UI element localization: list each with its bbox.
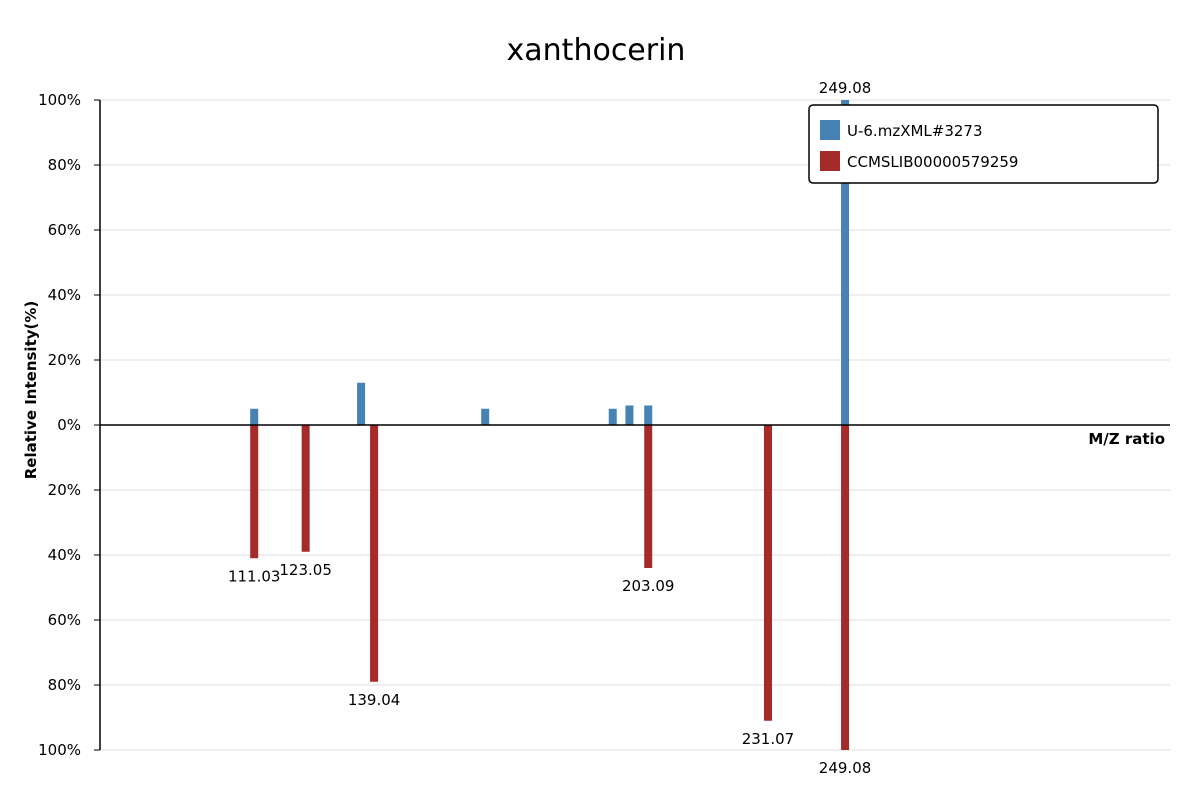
y-tick-labels: 100% 80% 60% 40% 20% 0% 20% 40% 60% 80% 100% <box>38 91 100 759</box>
library-peak-bar <box>644 425 653 568</box>
peak-label: 249.08 <box>819 79 872 97</box>
y-tick-label: 80% <box>48 156 81 174</box>
peak-label: 249.08 <box>819 759 872 777</box>
x-axis-title: M/Z ratio <box>1088 430 1165 448</box>
peak-bars <box>250 100 850 750</box>
query-peak-bar <box>250 408 259 425</box>
peak-label: 111.03 <box>228 567 281 585</box>
legend-swatch <box>820 151 840 171</box>
legend: U-6.mzXML#3273 CCMSLIB00000579259 <box>808 104 1159 184</box>
legend-swatch <box>820 120 840 140</box>
query-peak-bar <box>841 100 850 425</box>
peak-label: 231.07 <box>742 730 795 748</box>
axes <box>99 100 1170 750</box>
query-peak-bar <box>481 408 490 425</box>
y-tick-label: 60% <box>48 221 81 239</box>
y-tick-label: 20% <box>48 481 81 499</box>
chart-title: xanthocerin <box>507 33 686 68</box>
query-peak-bar <box>357 382 366 425</box>
query-peak-bar <box>625 405 634 425</box>
peak-label: 123.05 <box>279 561 332 579</box>
peak-label: 139.04 <box>348 691 401 709</box>
y-tick-label: 100% <box>38 741 81 759</box>
legend-box <box>808 104 1159 184</box>
library-peak-bar <box>370 425 379 682</box>
library-peak-bar <box>301 425 310 552</box>
y-tick-label: 40% <box>48 286 81 304</box>
library-peak-bar <box>250 425 259 559</box>
library-peak-bar <box>763 425 772 721</box>
query-peak-bar <box>608 408 617 425</box>
y-tick-label: 20% <box>48 351 81 369</box>
peak-label: 203.09 <box>622 577 675 595</box>
grid <box>100 99 1170 751</box>
y-tick-label: 40% <box>48 546 81 564</box>
legend-label: CCMSLIB00000579259 <box>847 153 1018 171</box>
query-peak-bar <box>644 405 653 425</box>
y-tick-label: 80% <box>48 676 81 694</box>
y-axis-title: Relative Intensity(%) <box>22 301 40 480</box>
y-tick-label: 100% <box>38 91 81 109</box>
y-tick-label: 0% <box>57 416 81 434</box>
library-peak-bar <box>841 425 850 750</box>
y-tick-label: 60% <box>48 611 81 629</box>
legend-label: U-6.mzXML#3273 <box>847 122 983 140</box>
